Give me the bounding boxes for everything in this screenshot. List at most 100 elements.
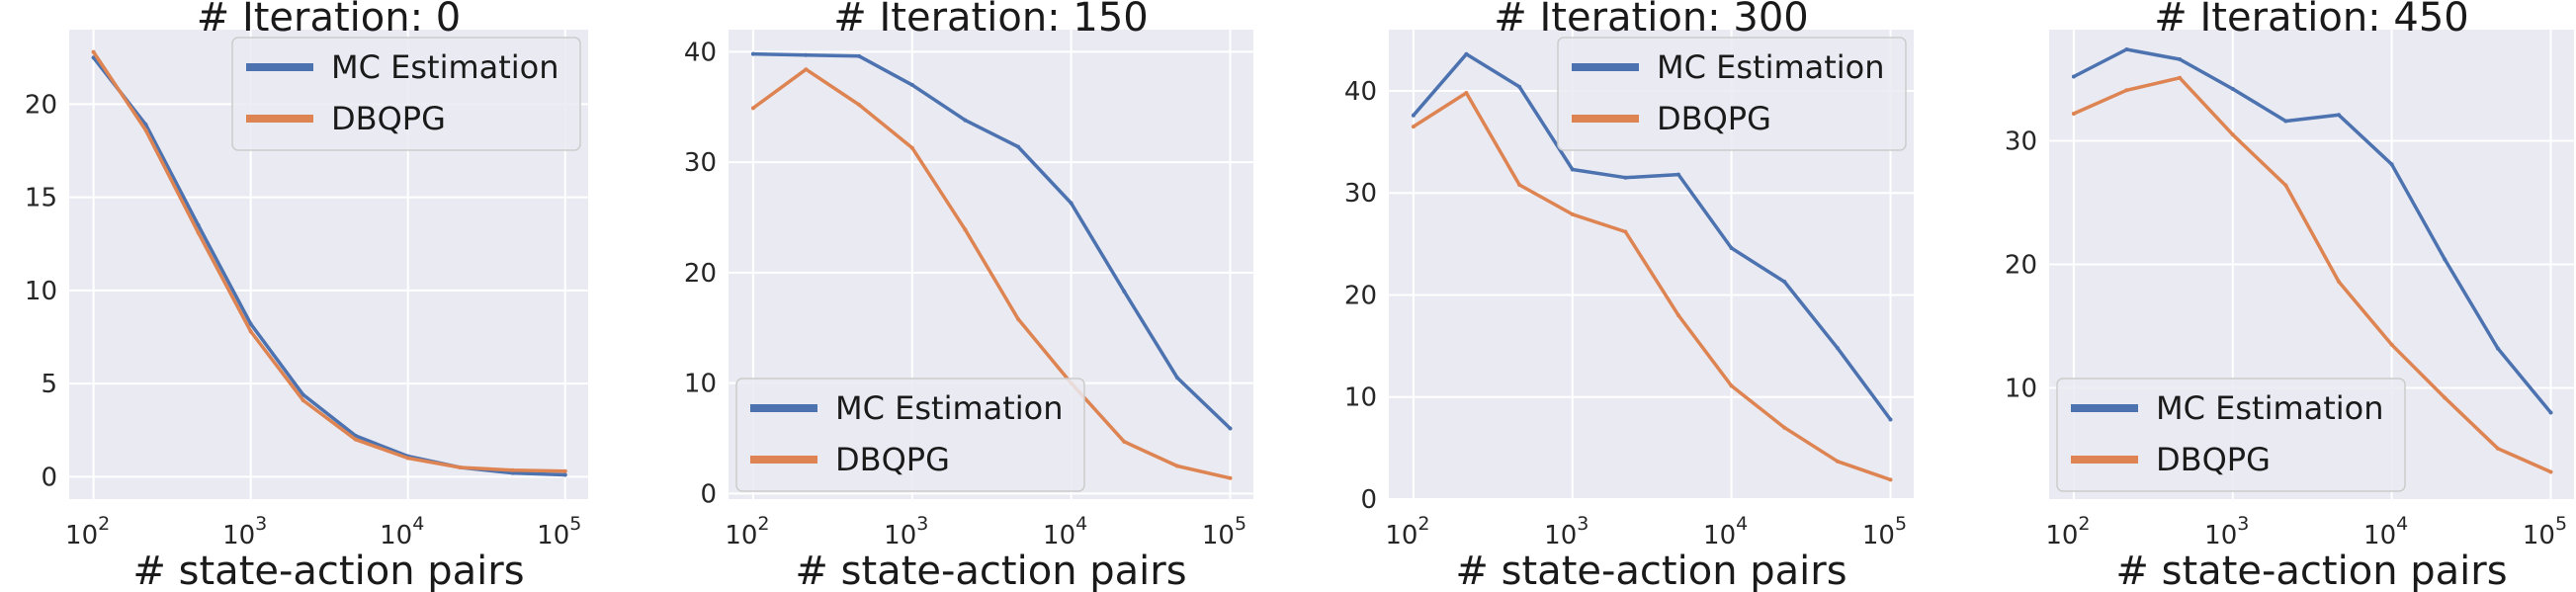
x-tick-exponent: 3 <box>916 513 928 535</box>
y-tick-label: 20 <box>25 90 57 120</box>
y-tick-label: 40 <box>1344 77 1377 107</box>
legend: MC Estimation DBQPG <box>1557 37 1907 151</box>
data-point <box>248 329 253 334</box>
x-tick-exponent: 3 <box>1577 513 1589 535</box>
x-tick-label: 103 <box>1544 513 1589 550</box>
series-line-dbqpg <box>2072 76 2553 474</box>
x-tick-base: 10 <box>1385 521 1417 550</box>
data-point <box>1411 125 1416 129</box>
data-point <box>1835 459 1840 464</box>
legend-label: MC Estimation <box>835 389 1064 427</box>
y-tick-label: 0 <box>1360 485 1377 515</box>
x-tick-label: 105 <box>537 513 581 550</box>
data-point <box>2178 75 2183 80</box>
data-point <box>458 465 463 469</box>
x-tick-label: 102 <box>2045 513 2090 550</box>
x-tick-base: 10 <box>380 521 412 550</box>
data-point <box>963 118 968 123</box>
x-tick-label: 105 <box>1862 513 1907 550</box>
chart-title: # Iteration: 450 <box>2154 0 2468 41</box>
x-tick-base: 10 <box>1043 521 1075 550</box>
y-tick-label: 40 <box>684 38 717 67</box>
data-point <box>2124 47 2129 51</box>
x-tick-label: 102 <box>1385 513 1429 550</box>
x-tick-exponent: 5 <box>2555 513 2567 535</box>
x-tick-base: 10 <box>2045 521 2078 550</box>
x-tick-label: 104 <box>380 513 424 550</box>
data-point <box>1174 376 1179 381</box>
x-tick-base: 10 <box>1202 521 1235 550</box>
data-point <box>1411 113 1416 118</box>
x-tick-exponent: 4 <box>1075 513 1087 535</box>
series-line-dbqpg <box>1412 91 1893 482</box>
data-point <box>804 67 809 72</box>
legend-label: DBQPG <box>1657 100 1771 137</box>
legend-box <box>231 37 581 151</box>
data-point <box>2071 74 2076 79</box>
data-point <box>1782 280 1787 285</box>
data-point <box>2230 87 2235 91</box>
data-point <box>1676 313 1681 318</box>
series-line-dbqpg <box>751 67 1233 480</box>
data-point <box>143 127 148 132</box>
data-point <box>1122 289 1127 294</box>
x-tick-label: 103 <box>2204 513 2249 550</box>
x-tick-exponent: 3 <box>255 513 267 535</box>
x-tick-base: 10 <box>1703 521 1736 550</box>
x-tick-base: 10 <box>2363 521 2396 550</box>
data-point <box>1570 167 1575 172</box>
data-point <box>2178 57 2183 61</box>
x-tick-exponent: 2 <box>1417 513 1429 535</box>
legend-label: MC Estimation <box>2156 389 2384 427</box>
data-point <box>91 49 96 54</box>
x-tick-base: 10 <box>2523 521 2555 550</box>
legend: MC Estimation DBQPG <box>735 378 1085 492</box>
data-point <box>510 470 515 475</box>
data-point <box>2283 183 2288 188</box>
x-axis-label: # state-action pairs <box>2115 549 2507 592</box>
x-axis-label: # state-action pairs <box>795 549 1186 592</box>
data-point <box>750 51 755 56</box>
legend-label: MC Estimation <box>331 48 559 86</box>
chart-title: # Iteration: 0 <box>197 0 462 41</box>
x-axis-label: # state-action pairs <box>1455 549 1846 592</box>
data-point <box>196 230 201 235</box>
y-tick-label: 0 <box>700 479 717 509</box>
data-point <box>1835 346 1840 351</box>
x-tick-label: 105 <box>1202 513 1246 550</box>
x-tick-label: 105 <box>2523 513 2567 550</box>
y-tick-label: 30 <box>2005 127 2037 157</box>
x-tick-exponent: 2 <box>2078 513 2090 535</box>
x-tick-base: 10 <box>65 521 98 550</box>
data-point <box>1122 439 1127 444</box>
x-tick-base: 10 <box>884 521 916 550</box>
data-point <box>909 145 914 150</box>
data-point <box>1888 417 1893 422</box>
x-tick-label: 104 <box>1703 513 1748 550</box>
data-point <box>857 53 862 58</box>
data-point <box>963 227 968 232</box>
data-point <box>2389 342 2394 347</box>
series-line-mc-estimation <box>751 51 1233 431</box>
x-tick-exponent: 5 <box>569 513 581 535</box>
x-tick-exponent: 2 <box>757 513 769 535</box>
chart-title: # Iteration: 300 <box>1494 0 1808 41</box>
data-point <box>1228 426 1233 431</box>
y-tick-label: 15 <box>25 184 57 213</box>
data-point <box>909 82 914 87</box>
y-tick-label: 10 <box>1344 383 1377 413</box>
x-tick-label: 102 <box>725 513 769 550</box>
x-tick-label: 103 <box>222 513 267 550</box>
data-point <box>2548 410 2553 415</box>
series-line-dbqpg <box>91 49 567 473</box>
data-point <box>2337 280 2342 284</box>
data-point <box>1676 172 1681 177</box>
y-tick-label: 10 <box>2005 375 2037 404</box>
y-tick-label: 10 <box>684 370 717 399</box>
x-tick-exponent: 5 <box>1895 513 1907 535</box>
data-point <box>1782 425 1787 430</box>
x-tick-exponent: 2 <box>98 513 110 535</box>
data-point <box>1517 182 1522 187</box>
